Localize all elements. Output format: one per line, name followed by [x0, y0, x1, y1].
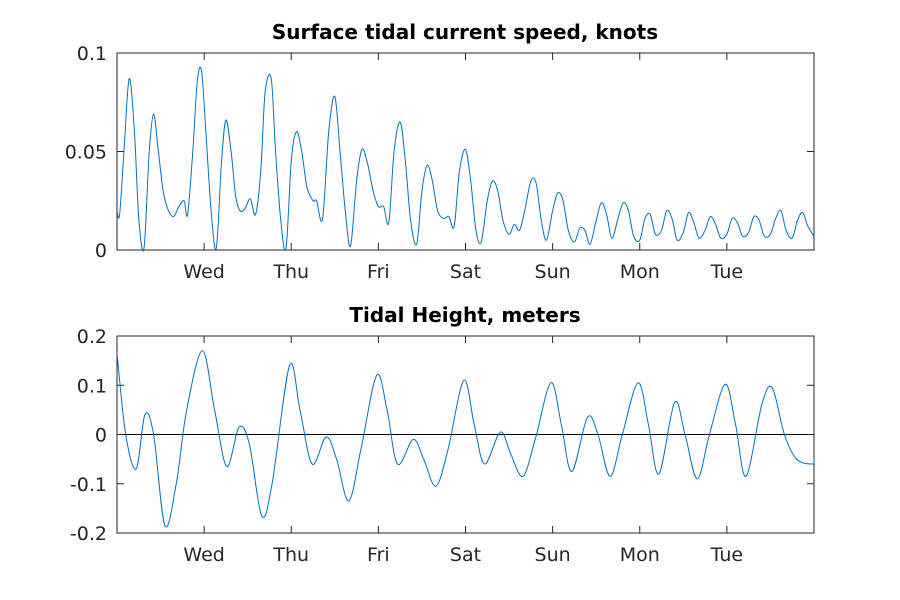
x-tick-label: Fri [367, 544, 390, 566]
x-tick-label: Tue [710, 261, 743, 283]
x-tick-label: Sat [450, 544, 481, 566]
y-tick-label: -0.1 [70, 474, 107, 496]
y-tick-label: 0.05 [65, 142, 107, 164]
x-tick-label: Sat [450, 261, 481, 283]
x-tick-label: Fri [367, 261, 390, 283]
x-tick-label: Wed [183, 261, 224, 283]
current-speed-tick-labels: 0 0.05 0.1 Wed Thu Fri Sat Sun Mon Tue [65, 43, 743, 283]
y-tick-label: 0 [95, 240, 107, 262]
y-tick-label: -0.2 [70, 523, 107, 545]
x-tick-label: Mon [620, 261, 660, 283]
x-tick-label: Thu [272, 544, 309, 566]
tidal-height-line [116, 350, 815, 528]
x-tick-label: Tue [710, 544, 743, 566]
current-speed-ticks [117, 52, 814, 251]
current-speed-title: Surface tidal current speed, knots [272, 20, 658, 44]
y-tick-label: 0.2 [77, 326, 107, 348]
y-tick-label: 0.1 [77, 43, 107, 65]
x-tick-label: Sun [535, 261, 571, 283]
x-tick-label: Sun [535, 544, 571, 566]
y-tick-label: 0.1 [77, 375, 107, 397]
tidal-height-title: Tidal Height, meters [349, 303, 580, 327]
y-tick-label: 0 [95, 425, 107, 447]
tidal-height-tick-labels: -0.2 -0.1 0 0.1 0.2 Wed Thu Fri Sat Sun Mon Tue [70, 326, 743, 566]
current-speed-panel: Surface tidal current speed, knots 0 0.05… [65, 20, 815, 283]
x-tick-label: Thu [272, 261, 309, 283]
x-tick-label: Mon [620, 544, 660, 566]
current-speed-line [116, 66, 815, 252]
current-speed-axes [116, 52, 815, 251]
x-tick-label: Wed [183, 544, 224, 566]
tidal-height-panel: Tidal Height, meters -0.2 -0.1 0 0.1 0.2 Wed T… [70, 303, 815, 566]
